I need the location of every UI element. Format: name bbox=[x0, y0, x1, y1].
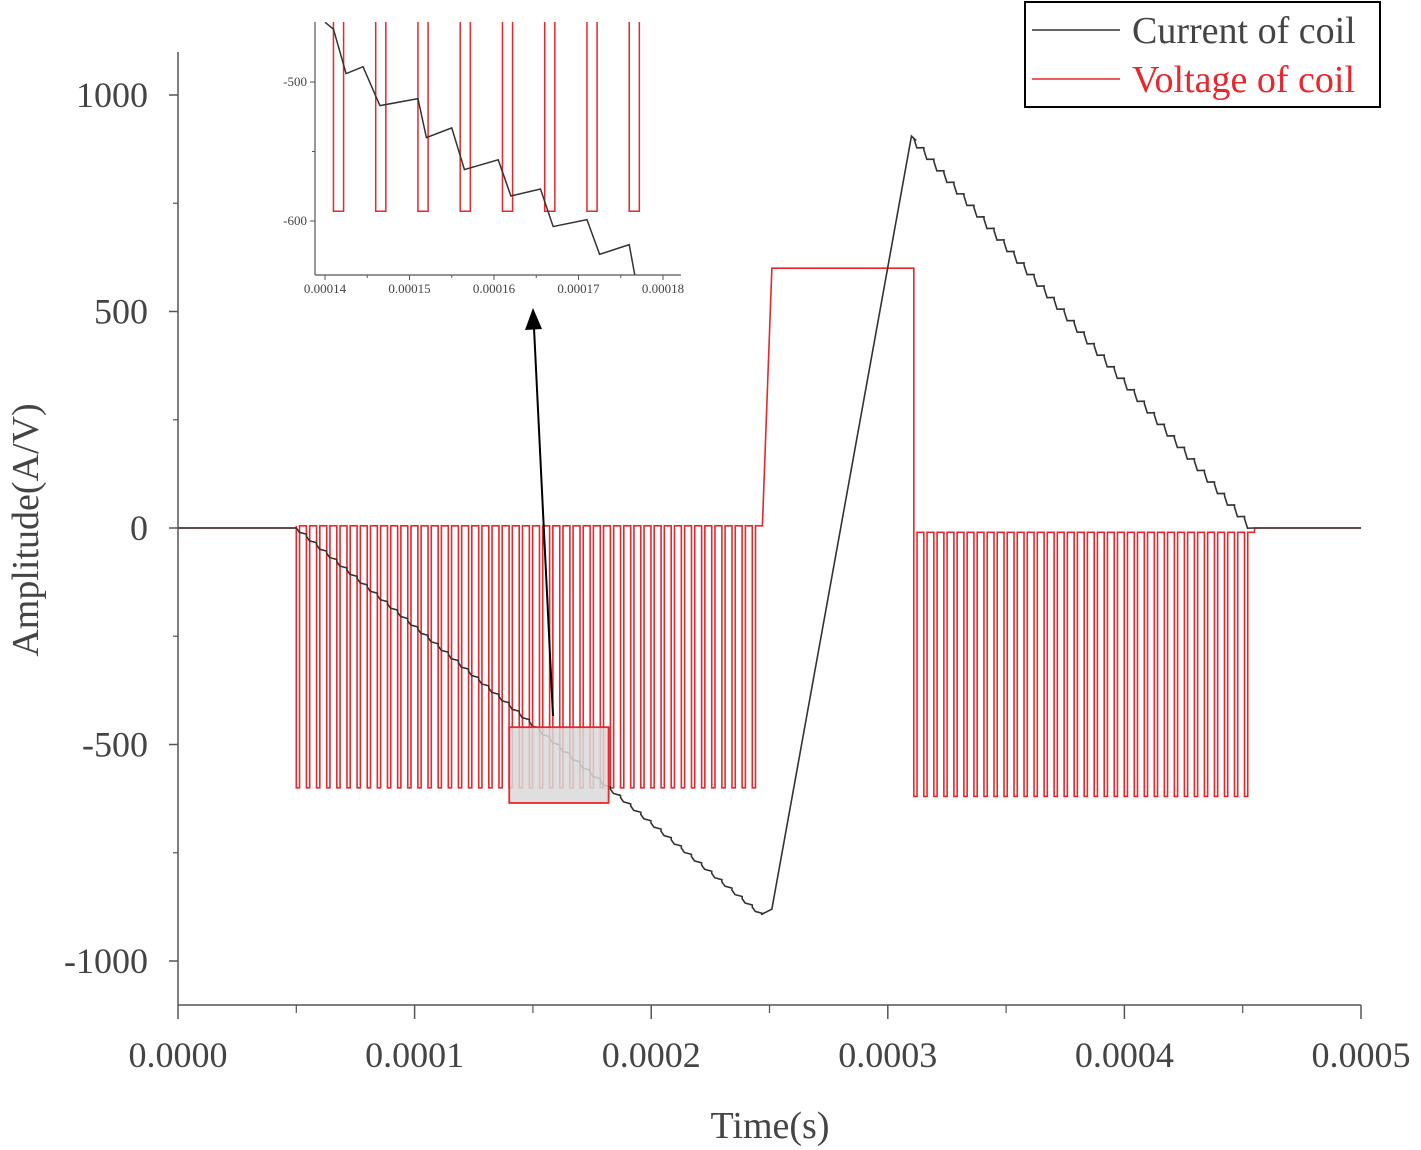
x-tick-label: 0.0001 bbox=[365, 1035, 464, 1075]
zoom-arrow-line bbox=[533, 327, 554, 717]
y-axis-title: Amplitude(A/V) bbox=[5, 403, 47, 656]
legend: Current of coil Voltage of coil bbox=[1024, 1, 1381, 108]
x-axis-title: Time(s) bbox=[711, 1105, 830, 1147]
main-plot: 1000 500 0 -500 -1000 0.0000 0.0001 0.0002 0.000… bbox=[64, 52, 1411, 1075]
x-tick-label: 0.0003 bbox=[838, 1035, 937, 1075]
y-tick-label: -500 bbox=[82, 725, 148, 765]
voltage-of-coil-line bbox=[178, 267, 1361, 798]
y-tick-label: 500 bbox=[94, 292, 148, 332]
x-tick-label: 0.0005 bbox=[1312, 1035, 1411, 1075]
axes-layer: 1000 500 0 -500 -1000 0.0000 0.0001 0.0002 0.000… bbox=[64, 52, 1411, 1075]
inset-x-tick-label: 0.00018 bbox=[642, 281, 684, 296]
y-tick-label: -1000 bbox=[64, 941, 148, 981]
inset-current-line bbox=[324, 22, 636, 275]
inset-x-tick-label: 0.00015 bbox=[388, 281, 430, 296]
x-tick-label: 0.0000 bbox=[129, 1035, 228, 1075]
x-tick-label: 0.0002 bbox=[602, 1035, 701, 1075]
inset-x-tick-label: 0.00016 bbox=[473, 281, 516, 296]
zoom-arrow-head bbox=[525, 308, 542, 330]
inset-zoom-plot: -500 -600 0.00014 0.00015 0.00016 0.00017 0.00… bbox=[283, 22, 684, 296]
zoom-highlight-box bbox=[508, 726, 610, 804]
highlight-region bbox=[508, 308, 610, 804]
series-layer bbox=[178, 134, 1361, 916]
inset-y-tick-label: -600 bbox=[283, 213, 307, 228]
legend-box bbox=[1024, 1, 1381, 108]
inset-x-tick-label: 0.00014 bbox=[304, 281, 347, 296]
current-of-coil-line bbox=[178, 134, 1361, 916]
legend-label-voltage: Voltage of coil bbox=[1132, 59, 1355, 101]
inset-series bbox=[324, 22, 641, 275]
inset-background bbox=[315, 22, 681, 275]
y-tick-label: 1000 bbox=[76, 75, 148, 115]
x-tick-label: 0.0004 bbox=[1075, 1035, 1174, 1075]
legend-label-current: Current of coil bbox=[1132, 10, 1356, 52]
inset-x-tick-label: 0.00017 bbox=[557, 281, 600, 296]
y-tick-label: 0 bbox=[130, 508, 148, 548]
inset-y-tick-label: -500 bbox=[283, 74, 307, 89]
inset-voltage-line bbox=[332, 22, 641, 213]
